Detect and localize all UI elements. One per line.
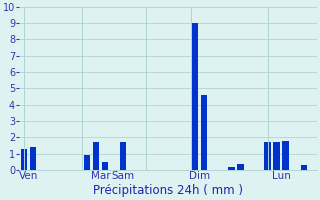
Bar [102, 162, 108, 170]
Bar [93, 142, 99, 170]
X-axis label: Précipitations 24h ( mm ): Précipitations 24h ( mm ) [93, 184, 243, 197]
Bar [237, 164, 244, 170]
Bar [300, 165, 307, 170]
Bar [84, 155, 90, 170]
Bar [283, 141, 289, 170]
Bar [120, 142, 126, 170]
Bar [273, 142, 280, 170]
Bar [192, 23, 198, 170]
Bar [264, 142, 271, 170]
Bar [201, 95, 207, 170]
Bar [228, 167, 235, 170]
Bar [20, 149, 27, 170]
Bar [29, 147, 36, 170]
